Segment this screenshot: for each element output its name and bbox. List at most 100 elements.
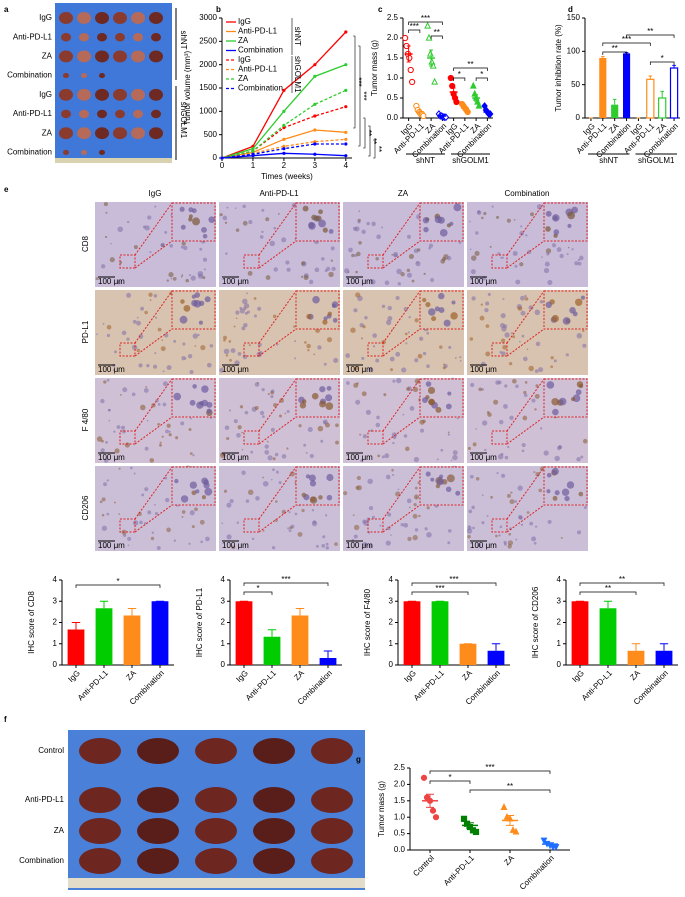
- x-tick-label: Anti-PD-L1: [412, 668, 446, 702]
- column-header: IgG: [149, 189, 162, 198]
- group-label: shNT: [599, 156, 618, 165]
- ihc-texture: [411, 279, 415, 283]
- ihc-texture: [515, 538, 518, 541]
- tumor: [131, 12, 145, 24]
- scale-label: 100 μm: [222, 541, 249, 550]
- inset-cell: [455, 490, 461, 496]
- zoom-line: [134, 202, 173, 256]
- ihc-texture: [361, 391, 367, 397]
- significance-label: **: [434, 28, 440, 37]
- ihc-texture: [393, 436, 397, 440]
- ihc-texture: [426, 331, 430, 335]
- inset-cell: [436, 478, 444, 486]
- data-point: [344, 105, 348, 109]
- ihc-texture: [558, 445, 562, 448]
- ihc-texture: [428, 247, 431, 250]
- ihc-texture: [144, 446, 149, 451]
- ihc-texture: [155, 316, 158, 319]
- data-point: [509, 826, 517, 833]
- ihc-texture: [481, 521, 485, 525]
- error-bar: [429, 49, 434, 67]
- ihc-texture: [160, 242, 166, 248]
- zoom-line: [506, 328, 545, 357]
- ihc-texture: [190, 275, 196, 281]
- ihc-texture: [301, 508, 305, 513]
- ihc-texture: [499, 350, 503, 354]
- ihc-texture: [303, 275, 309, 281]
- ihc-texture: [127, 544, 130, 547]
- ihc-texture: [520, 295, 525, 301]
- ihc-texture: [514, 264, 518, 268]
- ihc-texture: [323, 420, 327, 424]
- ihc-texture: [535, 384, 539, 388]
- y-tick-label: 1.5: [387, 53, 399, 62]
- bar: [459, 643, 477, 665]
- ihc-texture: [231, 545, 236, 550]
- inset-cell: [449, 221, 454, 226]
- ihc-texture: [395, 295, 400, 301]
- ihc-texture: [267, 392, 270, 396]
- significance-bracket: [469, 789, 551, 793]
- ihc-texture: [103, 202, 108, 207]
- data-point: [344, 88, 348, 92]
- zoom-line: [382, 202, 421, 256]
- row-label: Combination: [19, 856, 64, 865]
- ihc-texture: [267, 455, 273, 461]
- inset-cell: [451, 300, 456, 305]
- ihc-texture: [234, 360, 240, 366]
- zoom-line: [506, 466, 545, 520]
- inset-cell: [194, 292, 201, 298]
- ihc-texture: [168, 433, 172, 437]
- ihc-texture: [140, 306, 145, 311]
- inset-cell: [552, 408, 559, 416]
- zoom-line: [506, 240, 545, 269]
- ihc-texture: [360, 459, 363, 463]
- ihc-texture: [486, 514, 489, 517]
- inset-cell: [198, 320, 203, 325]
- ihc-texture: [430, 278, 435, 282]
- ihc-texture: [219, 367, 225, 373]
- legend-label: IgG: [238, 55, 251, 64]
- tumor: [133, 109, 143, 119]
- ihc-texture: [485, 301, 490, 306]
- ihc-texture: [164, 476, 168, 480]
- ihc-texture: [136, 348, 141, 353]
- significance-label: **: [467, 60, 473, 69]
- significance-bracket: [602, 42, 651, 46]
- ihc-texture: [576, 333, 583, 339]
- ihc-texture: [262, 529, 265, 532]
- inset-cell: [180, 495, 189, 503]
- inset-cell: [191, 490, 197, 496]
- ihc-texture: [544, 261, 550, 267]
- column-header: ZA: [398, 189, 409, 198]
- ihc-texture: [147, 215, 152, 220]
- ihc-texture: [529, 521, 534, 526]
- inset-cell: [180, 299, 185, 304]
- ihc-texture: [534, 309, 541, 316]
- inset-cell: [438, 474, 444, 479]
- x-tick-label: IgG: [402, 669, 417, 684]
- ihc-texture: [458, 241, 462, 244]
- ihc-texture: [577, 261, 582, 266]
- y-tick-label: 0.0: [394, 845, 406, 854]
- ihc-texture: [188, 274, 192, 277]
- error-bar: [295, 607, 305, 616]
- data-point: [409, 78, 416, 86]
- data-point: [282, 147, 286, 151]
- error-bar: [440, 114, 445, 118]
- ihc-texture: [376, 415, 380, 420]
- ihc-texture: [478, 387, 482, 392]
- inset-cell: [319, 400, 326, 408]
- bar: [319, 657, 337, 665]
- tumor: [63, 149, 69, 155]
- y-axis-label: IHC score of PD-L1: [195, 587, 204, 657]
- ihc-texture: [414, 378, 421, 384]
- x-tick-label: ZA: [292, 668, 306, 682]
- tumor: [149, 12, 163, 24]
- inset-cell: [425, 381, 432, 387]
- ihc-texture: [244, 410, 249, 415]
- inset-cell: [434, 215, 442, 224]
- ihc-texture: [358, 240, 362, 245]
- bar: [623, 53, 631, 119]
- zoom-line: [258, 328, 297, 357]
